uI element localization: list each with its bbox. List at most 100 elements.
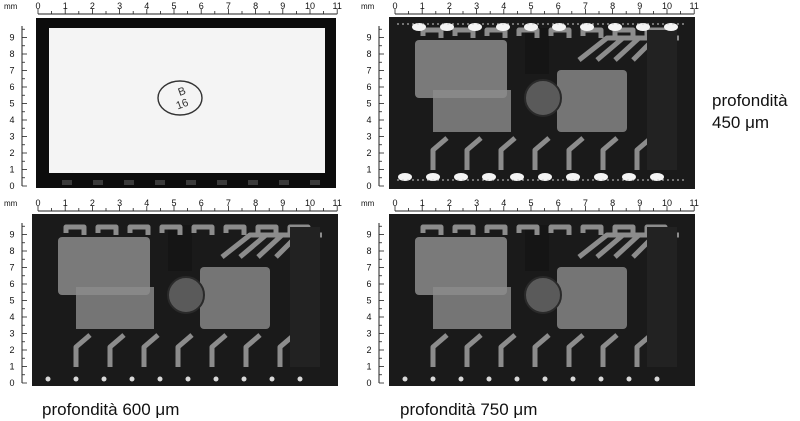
y-tick-label: 7	[9, 263, 14, 273]
caption-depth-450-line1: profondità	[712, 90, 800, 112]
ruler-top: mm 0 1 2 3 4 5 6 7 8 9 10 11	[4, 1, 342, 14]
pin-row-bottom	[62, 180, 320, 185]
y-tick-label: 0	[9, 378, 14, 388]
x-tick-label: 2	[90, 198, 95, 208]
bright-pin	[468, 23, 482, 31]
lead-frame-pad-center	[433, 287, 511, 329]
x-tick-label: 11	[690, 198, 699, 208]
y-tick-label: 9	[366, 33, 371, 43]
bright-dot	[214, 377, 219, 382]
bright-dot	[158, 377, 163, 382]
bright-dot	[627, 377, 632, 382]
pin-mark	[310, 180, 320, 185]
x-tick-label: 11	[690, 1, 699, 11]
x-tick-label: 9	[280, 198, 285, 208]
pin-mark	[124, 180, 134, 185]
x-tick-label: 2	[447, 198, 452, 208]
y-tick-label: 2	[9, 345, 14, 355]
pin-mark	[62, 180, 72, 185]
axis-unit-label: mm	[4, 199, 18, 208]
y-tick-label: 1	[366, 362, 371, 372]
x-tick-label: 7	[583, 198, 588, 208]
x-tick-label: 9	[280, 1, 285, 11]
x-tick-label: 10	[305, 1, 315, 11]
die-attach	[525, 80, 561, 116]
y-tick-label: 3	[366, 132, 371, 142]
bright-dot	[270, 377, 275, 382]
bright-dot	[431, 377, 436, 382]
y-tick-label: 4	[9, 312, 14, 322]
axis-unit-label: mm	[361, 2, 375, 11]
lead-frame-pad-left	[415, 237, 507, 295]
y-tick-label: 9	[366, 230, 371, 240]
bright-pin	[454, 173, 468, 181]
bright-dot	[487, 377, 492, 382]
x-tick-label: 3	[474, 1, 479, 11]
scan-panel-depth-600: mm 0 1 2 3 4 5 6 7 8 9 10 11 0123456789	[0, 197, 345, 392]
x-tick-label: 1	[63, 198, 68, 208]
caption-depth-600: profondità 600 μm	[42, 399, 179, 421]
bright-dot	[102, 377, 107, 382]
y-tick-label: 6	[366, 82, 371, 92]
y-tick-label: 1	[9, 362, 14, 372]
ruler-top: mm 0 1 2 3 4 5 6 7 8 9 10 11	[4, 198, 342, 211]
x-tick-label: 11	[333, 1, 342, 11]
bright-dot	[186, 377, 191, 382]
y-tick-label: 8	[366, 49, 371, 59]
x-tick-label: 6	[199, 198, 204, 208]
x-tick-label: 7	[226, 1, 231, 11]
y-tick-label: 5	[9, 99, 14, 109]
x-tick-label: 3	[117, 1, 122, 11]
x-tick-label: 11	[333, 198, 342, 208]
lead-frame-pad-left	[58, 237, 150, 295]
lead-frame-paddle	[200, 267, 270, 329]
y-tick-label: 9	[9, 230, 14, 240]
x-tick-label: 4	[501, 1, 506, 11]
die-attach	[525, 277, 561, 313]
depth-450-image: mm 0 1 2 3 4 5 6 7 8 9 10 11 0123456789	[357, 0, 702, 195]
bright-dot	[74, 377, 79, 382]
scan-panel-depth-450: mm 0 1 2 3 4 5 6 7 8 9 10 11 0123456789	[357, 0, 702, 195]
y-tick-label: 9	[9, 33, 14, 43]
y-tick-label: 5	[366, 296, 371, 306]
lead-frame-paddle	[557, 70, 627, 132]
x-tick-label: 0	[35, 198, 40, 208]
bright-pin	[664, 23, 678, 31]
ruler-top: mm 0 1 2 3 4 5 6 7 8 9 10 11	[361, 198, 699, 211]
y-tick-label: 8	[366, 246, 371, 256]
x-tick-label: 8	[610, 1, 615, 11]
bright-dot	[515, 377, 520, 382]
edge-band	[647, 30, 677, 170]
ruler-left: 0 1 2 3 4 5 6 7 8 9	[366, 223, 384, 388]
pin-mark	[186, 180, 196, 185]
bright-dot	[298, 377, 303, 382]
x-tick-label: 8	[253, 198, 258, 208]
depth-750-image: mm 0 1 2 3 4 5 6 7 8 9 10 11 0 1 2 3 4 5 6 7 8 9	[357, 197, 702, 392]
x-tick-label: 7	[226, 198, 231, 208]
x-tick-label: 3	[117, 198, 122, 208]
x-tick-label: 8	[253, 1, 258, 11]
y-tick-label: 7	[366, 66, 371, 76]
y-tick-label: 0	[366, 378, 371, 388]
pin-mark	[155, 180, 165, 185]
x-tick-label: 1	[420, 198, 425, 208]
y-tick-label: 4	[366, 312, 371, 322]
bright-dot	[543, 377, 548, 382]
y-tick-label: 2	[366, 345, 371, 355]
x-tick-label: 6	[199, 1, 204, 11]
x-tick-label: 2	[447, 1, 452, 11]
x-tick-label: 3	[474, 198, 479, 208]
scan-panel-depth-750: mm 0 1 2 3 4 5 6 7 8 9 10 11 0123456789	[357, 197, 702, 392]
axis-unit-label: mm	[361, 199, 375, 208]
x-tick-label: 4	[144, 1, 149, 11]
y-tick-label: 2	[366, 148, 371, 158]
edge-band	[647, 227, 677, 367]
bright-dot	[599, 377, 604, 382]
x-tick-label: 2	[90, 1, 95, 11]
x-tick-label: 6	[556, 1, 561, 11]
x-tick-label: 1	[420, 1, 425, 11]
bright-dot	[130, 377, 135, 382]
pin-mark	[217, 180, 227, 185]
bright-dot	[46, 377, 51, 382]
lead-frame-pad-center	[433, 90, 511, 132]
